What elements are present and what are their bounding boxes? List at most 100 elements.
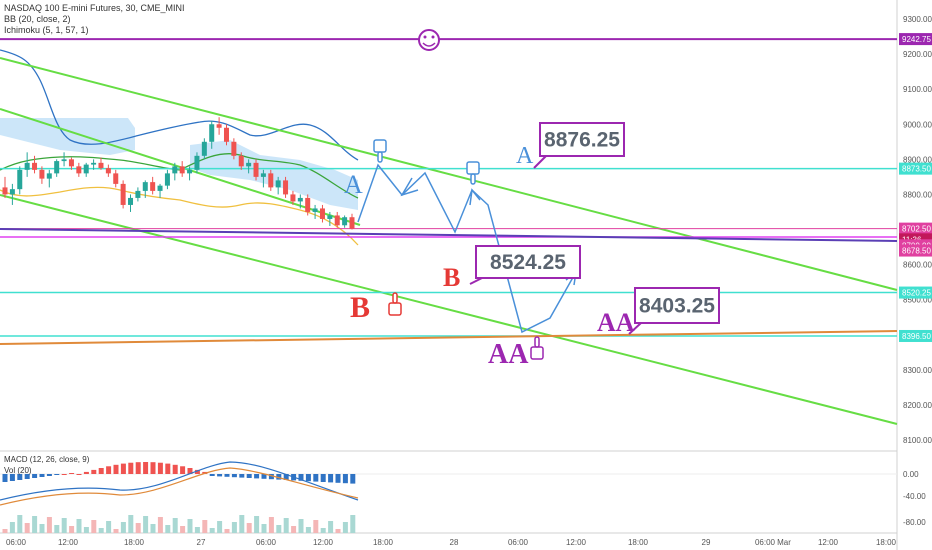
candle-body xyxy=(275,180,281,188)
macd-histogram-bar xyxy=(54,474,60,475)
label-aa-box: AA xyxy=(597,308,635,337)
macd-histogram-bar xyxy=(17,474,23,480)
volume-bar xyxy=(54,525,60,533)
time-tick-label: 18:00 xyxy=(124,538,145,547)
price-badge xyxy=(899,222,932,235)
time-tick-label: 12:00 xyxy=(58,538,79,547)
macd-histogram-bar xyxy=(150,462,156,474)
macd-histogram-bar xyxy=(46,474,52,476)
candle-body xyxy=(150,182,156,191)
volume-bar xyxy=(106,521,112,533)
bb-lower-band xyxy=(0,186,359,246)
price-tick-label: 8900.00 xyxy=(903,155,932,164)
volume-bar xyxy=(298,519,304,533)
volume-bar xyxy=(98,528,104,533)
volume-bar xyxy=(69,526,75,533)
hand-palm xyxy=(373,139,387,153)
time-tick-label: 06:00 xyxy=(6,538,27,547)
candle-body xyxy=(113,173,119,184)
time-tick-label: 06:00 xyxy=(256,538,277,547)
macd-histogram-bar xyxy=(328,474,334,483)
time-tick-label: 12:00 xyxy=(818,538,839,547)
price-tick-label: 8500.00 xyxy=(903,296,932,305)
candle-body xyxy=(24,162,30,170)
macd-histogram-bar xyxy=(32,474,38,478)
volume-bar xyxy=(83,527,89,533)
macd-tick-label: -40.00 xyxy=(903,492,926,501)
hand-pointer-icon xyxy=(388,292,402,316)
label-b-box: B xyxy=(443,263,460,292)
macd-histogram-bar xyxy=(165,463,171,474)
time-tick-label: 12:00 xyxy=(566,538,587,547)
candle-body xyxy=(268,173,274,188)
hand-finger xyxy=(470,173,476,185)
volume-bar xyxy=(143,516,149,533)
macd-histogram-bar xyxy=(320,474,326,482)
macd-histogram-bar xyxy=(283,474,289,480)
candle-body xyxy=(46,173,52,179)
signal-line xyxy=(0,467,359,506)
smiley-eye xyxy=(423,35,427,39)
candle-body xyxy=(83,164,89,174)
candle-body xyxy=(172,166,178,174)
volume-bar xyxy=(187,519,193,533)
macd-histogram-bar xyxy=(224,474,230,477)
volume-bar xyxy=(24,523,30,533)
macd-histogram-bar xyxy=(24,474,30,479)
candle-body xyxy=(349,217,355,229)
price-badge-label: 8520.25 xyxy=(902,289,931,298)
volume-bar xyxy=(180,526,186,533)
hand-finger xyxy=(377,151,383,163)
candle-body xyxy=(179,166,185,174)
candle-body xyxy=(91,162,97,165)
volume-bar xyxy=(194,527,200,533)
volume-bar xyxy=(9,522,15,533)
macd-histogram-bar xyxy=(2,474,8,482)
macd-histogram-bar xyxy=(217,474,223,477)
macd-histogram-bar xyxy=(335,474,341,483)
time-tick-label: 18:00 xyxy=(876,538,897,547)
smiley-eye xyxy=(431,35,435,39)
macd-histogram-bar xyxy=(209,474,215,476)
ichimoku-legend: Ichimoku (5, 1, 57, 1) xyxy=(4,25,89,35)
macd-histogram-bar xyxy=(268,474,274,480)
candle-body xyxy=(305,197,311,212)
macd-histogram-bar xyxy=(143,462,149,474)
volume-bar xyxy=(320,528,326,533)
smiley-mouth xyxy=(422,42,436,47)
time-tick-label: 12:00 xyxy=(313,538,334,547)
candle-body xyxy=(98,162,104,169)
candle-body xyxy=(246,162,252,167)
hand-finger xyxy=(392,292,398,304)
hand-palm xyxy=(466,161,480,175)
macd-histogram-bar xyxy=(350,474,356,484)
price-badge xyxy=(899,162,932,175)
candle-body xyxy=(201,141,207,156)
label-a-box: A xyxy=(516,143,534,169)
callout-aa-text: 8403.25 xyxy=(639,295,715,318)
symbol-title: NASDAQ 100 E-mini Futures, 30, CME_MINI xyxy=(4,3,185,13)
candle-body xyxy=(327,215,333,219)
macd-histogram-bar xyxy=(172,464,178,474)
macd-histogram-bar xyxy=(187,468,193,474)
price-badge-label: 8678.50 xyxy=(902,247,931,256)
time-tick-label: 29 xyxy=(702,538,711,547)
volume-bar xyxy=(2,529,8,533)
volume-bar xyxy=(231,522,237,533)
candle-body xyxy=(253,162,259,177)
volume-bar xyxy=(32,516,38,533)
macd-histogram-bar xyxy=(106,466,112,474)
candle-body xyxy=(342,217,348,226)
label-a: A xyxy=(344,170,363,199)
candle-body xyxy=(120,183,126,205)
volume-bar xyxy=(165,525,171,533)
price-badge xyxy=(899,329,932,342)
macd-histogram-bar xyxy=(39,474,45,477)
price-tick-label: 8600.00 xyxy=(903,261,932,270)
macd-histogram-bar xyxy=(231,474,237,478)
volume-bar xyxy=(150,524,156,533)
bb-upper-band xyxy=(0,49,359,161)
macd-histogram-bar xyxy=(239,474,245,478)
candle-body xyxy=(128,197,134,205)
volume-bar xyxy=(61,518,67,533)
